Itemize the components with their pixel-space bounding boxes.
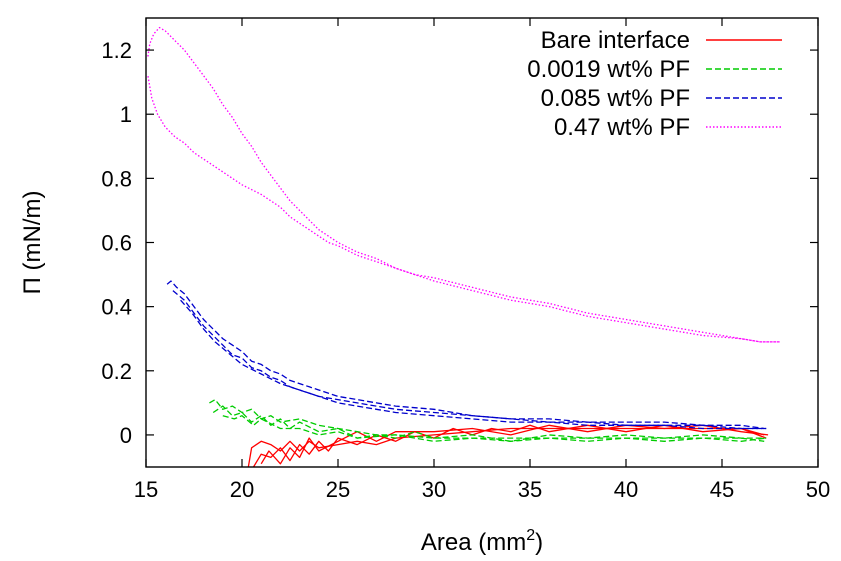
series-3-line-2	[172, 290, 767, 430]
y-tick-label: 1.2	[101, 38, 132, 63]
y-tick-label: 0.8	[101, 166, 132, 191]
y-tick-label: 1	[120, 102, 132, 127]
y-axis-label: Π (mN/m)	[19, 191, 46, 295]
x-tick-label: 35	[518, 477, 542, 502]
series-2-line-2	[212, 405, 767, 442]
legend-label: Bare interface	[541, 27, 690, 54]
series-4-line-1	[147, 26, 780, 343]
series-3-line-1	[166, 280, 765, 430]
series-4	[147, 26, 780, 343]
x-tick-label: 15	[134, 477, 158, 502]
x-axis-label: Area (mm2)	[421, 527, 543, 556]
plot-frame	[145, 17, 819, 468]
x-axis-label-suffix: )	[535, 529, 543, 556]
series-1	[247, 424, 769, 467]
y-tick-label: 0.6	[101, 231, 132, 256]
x-tick-label: 40	[614, 477, 638, 502]
y-tick-label: 0.2	[101, 359, 132, 384]
series-2-line-3	[222, 415, 767, 442]
legend-label: 0.0019 wt% PF	[527, 56, 690, 83]
series-1-line-3	[260, 424, 769, 465]
series-3	[166, 280, 767, 430]
series-3-line-3	[180, 299, 767, 430]
ticks-layer: 15 20 25 30 35 40 45 50 0 0.2 0.4 0.6 0.8 1 1.2	[101, 18, 830, 502]
x-tick-label: 25	[326, 477, 350, 502]
x-tick-label: 45	[710, 477, 734, 502]
x-tick-label: 50	[806, 477, 830, 502]
series-layer	[147, 26, 780, 467]
x-tick-label: 20	[230, 477, 254, 502]
x-tick-label: 30	[422, 477, 446, 502]
legend-label: 0.085 wt% PF	[541, 85, 690, 112]
series-1-line-1	[247, 427, 765, 467]
legend-label: 0.47 wt% PF	[554, 114, 690, 141]
x-axis-label-superscript: 2	[526, 527, 535, 544]
y-tick-label: 0.4	[101, 295, 132, 320]
series-2	[209, 398, 767, 442]
series-4-line-2	[147, 75, 780, 343]
y-tick-label: 0	[120, 423, 132, 448]
x-axis-label-main: Area (mm	[421, 529, 526, 556]
